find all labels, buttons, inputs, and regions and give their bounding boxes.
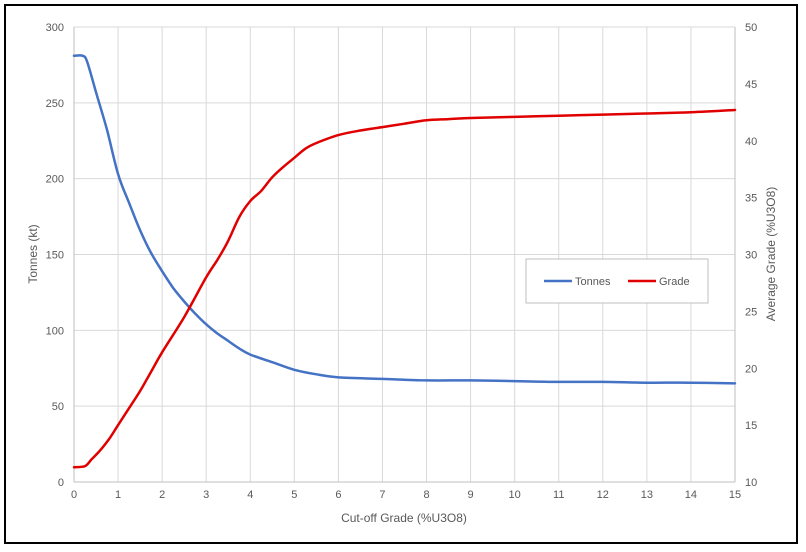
- x-tick-label: 0: [71, 489, 77, 501]
- y-right-tick-label: 35: [745, 193, 757, 205]
- x-tick-label: 4: [247, 489, 253, 501]
- x-tick-label: 6: [335, 489, 341, 501]
- x-tick-label: 10: [509, 489, 521, 501]
- x-tick-label: 11: [553, 489, 564, 501]
- y-right-tick-label: 50: [745, 22, 757, 34]
- y-right-tick-label: 45: [745, 79, 757, 91]
- x-tick-label: 9: [468, 489, 474, 501]
- y-left-tick-label: 150: [46, 250, 64, 262]
- legend-label-grade: Grade: [659, 276, 690, 288]
- legend-label-tonnes: Tonnes: [575, 276, 611, 288]
- x-axis-title: Cut-off Grade (%U3O8): [341, 511, 467, 525]
- x-tick-label: 5: [291, 489, 297, 501]
- y-right-tick-label: 10: [745, 477, 757, 489]
- y-right-tick-label: 25: [745, 306, 757, 318]
- y-right-axis-title: Average Grade (%U3O8): [764, 187, 778, 322]
- x-tick-label: 2: [159, 489, 165, 501]
- y-left-tick-label: 250: [46, 98, 64, 110]
- y-left-tick-label: 50: [52, 401, 64, 413]
- x-tick-label: 13: [641, 489, 653, 501]
- y-right-tick-label: 15: [745, 420, 757, 432]
- x-tick-label: 1: [115, 489, 121, 501]
- x-tick-label: 15: [729, 489, 741, 501]
- series-layer: [72, 54, 737, 469]
- x-tick-label: 12: [597, 489, 609, 501]
- x-tick-label: 3: [203, 489, 209, 501]
- y-left-tick-label: 300: [46, 22, 64, 34]
- y-left-tick-label: 100: [46, 325, 64, 337]
- series-line-grade: [72, 108, 737, 469]
- y-left-tick-label: 200: [46, 174, 64, 186]
- y-right-tick-label: 30: [745, 250, 757, 262]
- y-right-tick-label: 20: [745, 363, 757, 375]
- x-tick-label: 8: [423, 489, 429, 501]
- x-tick-label: 14: [685, 489, 697, 501]
- grid: [73, 26, 736, 483]
- tick-labels: 0 1 2 3 4 5 6 7 8 9 10 11 12 13 14 15050100150200250300…: [46, 22, 758, 501]
- y-right-tick-label: 40: [745, 136, 757, 148]
- x-tick-label: 7: [379, 489, 385, 501]
- series-line-tonnes: [72, 54, 737, 385]
- legend: Tonnes Grade: [525, 258, 709, 304]
- y-left-tick-label: 0: [58, 477, 64, 489]
- y-left-axis-title: Tonnes (kt): [26, 224, 40, 283]
